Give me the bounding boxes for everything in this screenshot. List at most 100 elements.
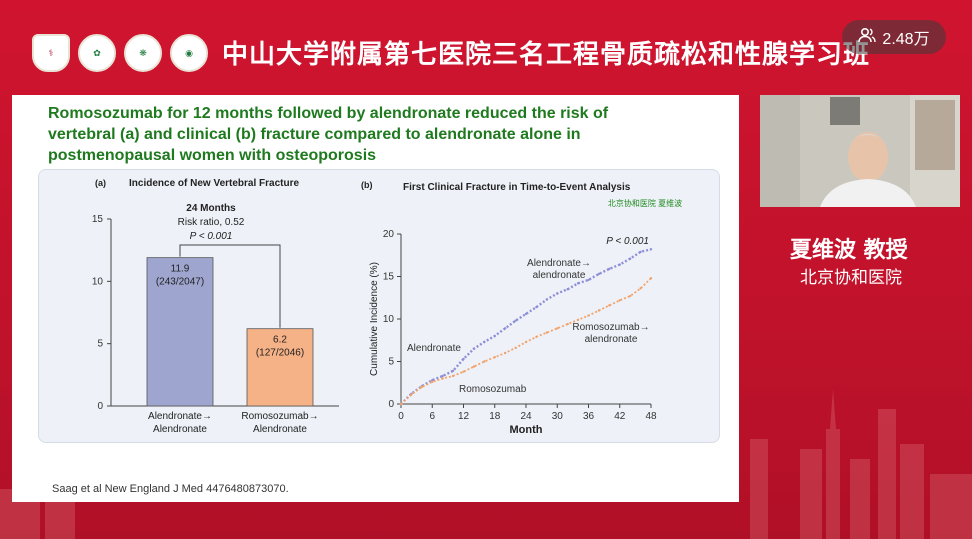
chart-b-point — [462, 370, 465, 373]
chart-a-ytick-label: 10 — [92, 276, 104, 287]
chart-b-xtick-label: 12 — [458, 411, 470, 422]
speaker-organization: 北京协和医院 — [800, 268, 902, 288]
chart-b-point — [566, 288, 569, 291]
chart-a-panel-label: (a) — [95, 178, 106, 188]
chart-b-point — [410, 393, 413, 396]
chart-b-xtick-label: 48 — [645, 411, 657, 422]
chart-a-ytick-label: 5 — [97, 339, 103, 350]
chart-b-ytick-label: 20 — [383, 229, 395, 240]
chart-b-panel-label: (b) — [361, 180, 373, 190]
chart-b-ytick-label: 5 — [388, 357, 394, 368]
chart-b-point — [451, 369, 455, 373]
chart-a-annotation: 24 Months — [186, 203, 236, 214]
chart-b-point — [503, 351, 507, 355]
speaker-video-frame — [760, 95, 960, 207]
chart-a-annotation: P < 0.001 — [190, 231, 233, 242]
logo-row: ⚕ ✿ ❋ ◉ — [32, 34, 208, 72]
chart-a-category-label: Alendronate — [253, 424, 307, 435]
viewers-icon — [858, 27, 877, 48]
chart-b-ylabel: Cumulative Incidence (%) — [369, 262, 380, 376]
chart-b-point — [587, 314, 590, 317]
chart-b-point — [608, 304, 611, 307]
chart-b-ytick-label: 15 — [383, 272, 395, 283]
chart-b-annotation: alendronate — [585, 334, 638, 345]
chart-b-point — [420, 385, 424, 389]
chart-b-point — [628, 294, 632, 298]
chart-b-point — [441, 377, 444, 380]
viewer-count: 2.48万 — [882, 31, 930, 48]
chart-a-title: Incidence of New Vertebral Fracture — [129, 178, 299, 189]
chart-b-point — [639, 287, 642, 290]
chart-b-point — [649, 277, 653, 280]
chart-b-point — [431, 379, 434, 382]
chart-b-point — [462, 357, 465, 361]
chart-a-ytick-label: 0 — [97, 401, 103, 412]
chart-b-point — [566, 322, 569, 326]
chart-b-title: First Clinical Fracture in Time-to-Event… — [403, 182, 631, 193]
chart-a-value-label: 11.9 — [171, 264, 190, 275]
chart-a-category-label: Alendronate — [153, 424, 207, 435]
chart-b-point — [576, 282, 580, 285]
speaker-name: 夏维波 教授 — [790, 238, 908, 263]
chart-a-category-label: Romosozumab→ — [241, 411, 318, 422]
chart-b-annotation: Romosozumab→ — [572, 322, 649, 333]
chart-b-xtick-label: 18 — [489, 411, 501, 422]
chart-a-count-label: (243/2047) — [156, 277, 204, 288]
citation: Saag et al New England J Med 44764808730… — [52, 483, 289, 495]
chart-b-point — [472, 347, 476, 350]
chart-b-ytick-label: 0 — [388, 399, 394, 410]
chart-b-point — [556, 327, 559, 330]
hospital-logo-1: ⚕ — [32, 34, 70, 72]
chart-b-xtick-label: 24 — [520, 411, 532, 422]
chart-b-point — [399, 402, 403, 406]
chart-b-point — [431, 380, 434, 384]
chart-b-xtick-label: 30 — [552, 411, 564, 422]
chart-b-point — [493, 356, 496, 359]
chart-b-point — [483, 360, 486, 363]
chart-b-point — [451, 374, 455, 378]
event-title: 中山大学附属第七医院三名工程骨质疏松和性腺学习班 — [222, 40, 871, 70]
chart-b-point — [618, 299, 621, 302]
header-banner: ⚕ ✿ ❋ ◉ 中山大学附属第七医院三名工程骨质疏松和性腺学习班 2.48万 — [0, 0, 972, 92]
chart-a-ytick-label: 15 — [92, 214, 104, 225]
chart-a-value-label: 6.2 — [273, 335, 287, 346]
chart-b-annotation: Alendronate — [407, 343, 461, 354]
hospital-logo-4: ◉ — [170, 34, 208, 72]
chart-a-category-label: Alendronate→ — [148, 411, 212, 422]
chart-a-bar — [146, 257, 214, 407]
chart-b-annotation: Alendronate→ — [527, 258, 591, 269]
chart-b-point — [503, 327, 507, 330]
chart-b-point — [649, 248, 653, 251]
chart-b-point — [545, 331, 549, 334]
chart-b-xtick-label: 0 — [398, 411, 404, 422]
chart-b-xtick-label: 42 — [614, 411, 626, 422]
chart-b-point — [628, 257, 632, 260]
chart-b-point — [472, 365, 476, 368]
chart-a-bar — [246, 328, 314, 407]
chart-b-xlabel: Month — [510, 424, 543, 436]
presentation-slide: Romosozumab for 12 months followed by al… — [12, 95, 739, 502]
chart-b-point — [597, 272, 601, 276]
chart-b-point — [587, 278, 590, 282]
chart-b-point — [639, 250, 642, 254]
chart-b-annotation: Romosozumab — [459, 384, 527, 395]
chart-b-point — [556, 292, 559, 295]
chart-b-point — [535, 305, 538, 309]
chart-b-xtick-label: 6 — [429, 411, 435, 422]
chart-a-count-label: (127/2046) — [256, 348, 304, 359]
chart-a-bracket — [179, 244, 281, 328]
chart-b-pvalue: P < 0.001 — [606, 236, 649, 247]
speaker-video[interactable] — [760, 95, 960, 207]
chart-b-point — [514, 319, 517, 322]
chart-b-point — [576, 318, 580, 322]
chart-b-point — [493, 334, 496, 338]
viewer-count-badge[interactable]: 2.48万 — [842, 20, 946, 54]
chart-b-point — [608, 267, 611, 271]
chart-panel: (a) Incidence of New Vertebral Fracture 0 5… — [38, 169, 720, 443]
chart-b-point — [535, 335, 538, 339]
chart-b-point — [618, 263, 621, 266]
slide-title: Romosozumab for 12 months followed by al… — [48, 105, 609, 164]
chart-b-point — [441, 374, 444, 378]
chart-b-point — [514, 346, 517, 350]
chart-b-point — [483, 340, 486, 344]
